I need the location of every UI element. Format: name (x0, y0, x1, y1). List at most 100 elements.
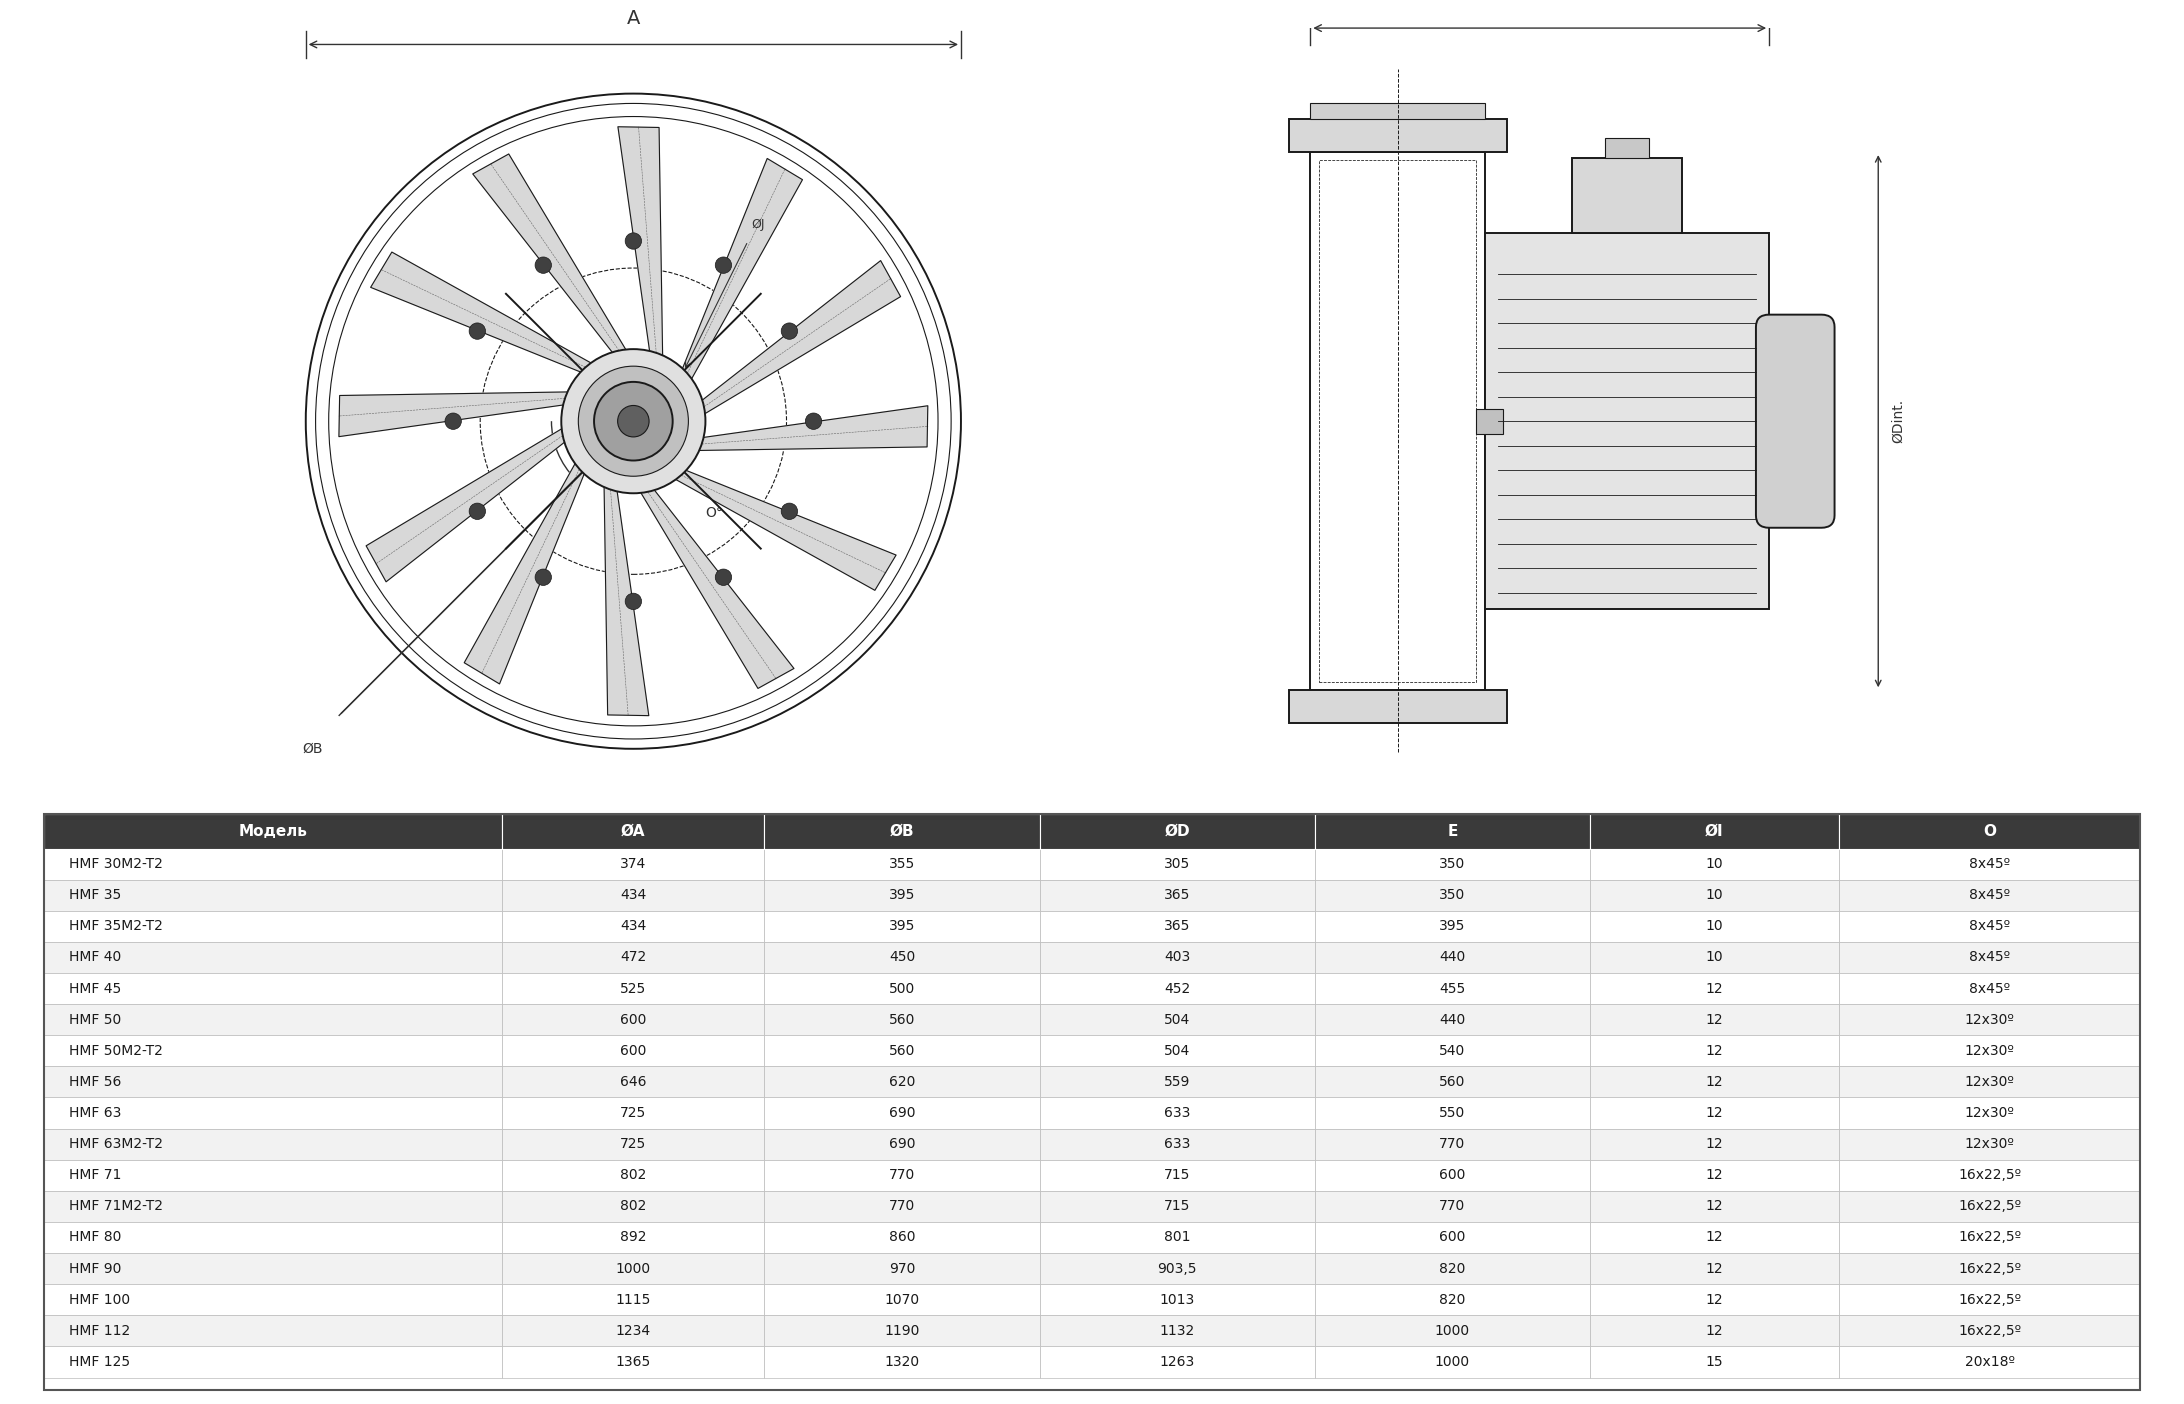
Bar (1315, 911, 1590, 942)
Bar (1315, 880, 1590, 911)
Text: HMF 50M2-T2: HMF 50M2-T2 (70, 1043, 164, 1057)
Text: 12x30º: 12x30º (1966, 1106, 2014, 1120)
Text: 12: 12 (1706, 1012, 1723, 1026)
Bar (502, 1067, 764, 1098)
Bar (1476, 409, 1503, 434)
Bar (44, 1004, 502, 1035)
Bar (502, 848, 764, 880)
Text: 725: 725 (620, 1106, 646, 1120)
Text: HMF 30M2-T2: HMF 30M2-T2 (70, 856, 164, 870)
Text: 434: 434 (620, 920, 646, 934)
Bar (1040, 1346, 1315, 1377)
Bar (44, 1067, 502, 1098)
Text: 892: 892 (620, 1230, 646, 1244)
Text: 472: 472 (620, 951, 646, 965)
Text: 600: 600 (620, 1012, 646, 1026)
Bar (1590, 1035, 1839, 1067)
Bar (1839, 1129, 2140, 1160)
Text: 600: 600 (1439, 1168, 1465, 1182)
Text: 770: 770 (889, 1199, 915, 1213)
Bar (1839, 814, 2140, 848)
Bar (764, 1252, 1040, 1285)
Bar (1315, 848, 1590, 880)
Text: 10: 10 (1706, 889, 1723, 903)
Text: ØI: ØI (1706, 824, 1723, 840)
Bar (44, 880, 502, 911)
Bar (1839, 848, 2140, 880)
Text: 715: 715 (1164, 1168, 1190, 1182)
Text: 12: 12 (1706, 1043, 1723, 1057)
Text: 16x22,5º: 16x22,5º (1959, 1230, 2020, 1244)
Polygon shape (618, 126, 664, 371)
Bar (1590, 973, 1839, 1004)
Polygon shape (690, 261, 900, 421)
Bar (1590, 814, 1839, 848)
Bar (1590, 1346, 1839, 1377)
Bar (1315, 1129, 1590, 1160)
Text: 1190: 1190 (885, 1324, 919, 1338)
Bar (1572, 159, 1682, 233)
Text: 1263: 1263 (1160, 1355, 1195, 1369)
Bar (1590, 880, 1839, 911)
Bar (1839, 1067, 2140, 1098)
Bar (44, 911, 502, 942)
Polygon shape (633, 479, 795, 688)
Bar (1839, 1316, 2140, 1346)
Bar (764, 1098, 1040, 1129)
Bar (44, 1129, 502, 1160)
Bar (1839, 1160, 2140, 1191)
Bar (1315, 1252, 1590, 1285)
Text: 12: 12 (1706, 1199, 1723, 1213)
Text: 600: 600 (1439, 1230, 1465, 1244)
Text: 1115: 1115 (616, 1293, 651, 1307)
Text: ØD: ØD (1164, 824, 1190, 840)
Text: ØDint.: ØDint. (1891, 399, 1904, 444)
Circle shape (625, 592, 642, 609)
Text: E: E (1533, 0, 1546, 3)
Text: 1234: 1234 (616, 1324, 651, 1338)
Text: 600: 600 (620, 1043, 646, 1057)
Text: 970: 970 (889, 1262, 915, 1276)
Text: 452: 452 (1164, 981, 1190, 995)
Bar (764, 1160, 1040, 1191)
Text: 450: 450 (889, 951, 915, 965)
Circle shape (716, 257, 732, 274)
Bar (1040, 1316, 1315, 1346)
Circle shape (561, 350, 705, 493)
Circle shape (470, 323, 485, 340)
Bar (1315, 942, 1590, 973)
Bar (1315, 1316, 1590, 1346)
Text: 16x22,5º: 16x22,5º (1959, 1324, 2020, 1338)
Text: 12x30º: 12x30º (1966, 1137, 2014, 1151)
Text: ВЕНТЛ: ВЕНТЛ (304, 1102, 664, 1195)
Text: ØB: ØB (301, 741, 323, 755)
Text: HMF 63: HMF 63 (70, 1106, 122, 1120)
Bar (1040, 1129, 1315, 1160)
Bar (44, 814, 502, 848)
Bar (502, 911, 764, 942)
Text: 10: 10 (1706, 920, 1723, 934)
Bar (764, 1346, 1040, 1377)
Bar (502, 1129, 764, 1160)
Bar (1590, 1129, 1839, 1160)
Text: 633: 633 (1164, 1106, 1190, 1120)
Circle shape (618, 406, 649, 437)
Polygon shape (371, 253, 603, 378)
Polygon shape (677, 159, 802, 392)
Bar (502, 942, 764, 973)
Text: 12x30º: 12x30º (1966, 1043, 2014, 1057)
Text: 12: 12 (1706, 981, 1723, 995)
Bar (502, 973, 764, 1004)
Text: 525: 525 (620, 981, 646, 995)
Text: HMF 71: HMF 71 (70, 1168, 122, 1182)
Text: HMF 125: HMF 125 (70, 1355, 131, 1369)
Text: 434: 434 (620, 889, 646, 903)
Text: 15: 15 (1706, 1355, 1723, 1369)
Bar (502, 1098, 764, 1129)
Bar (1040, 1285, 1315, 1316)
Text: HMF 100: HMF 100 (70, 1293, 131, 1307)
Text: E: E (1448, 824, 1457, 840)
Bar (764, 911, 1040, 942)
Bar (502, 1035, 764, 1067)
Text: 10: 10 (1706, 856, 1723, 870)
